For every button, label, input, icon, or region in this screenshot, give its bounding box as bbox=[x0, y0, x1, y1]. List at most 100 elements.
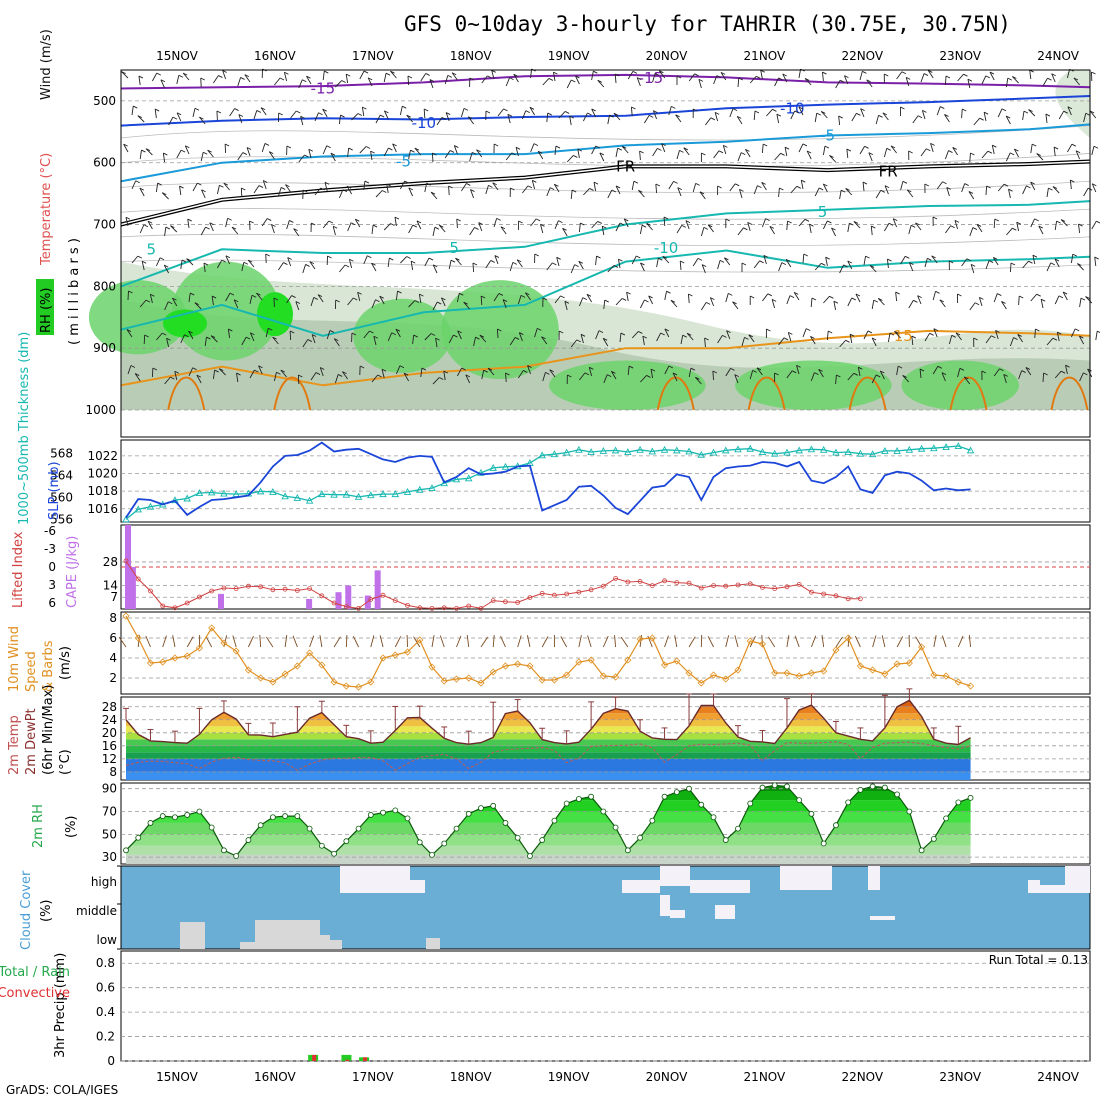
wind-barb bbox=[835, 80, 841, 89]
wind-barb bbox=[664, 328, 670, 338]
wind-barb bbox=[322, 220, 330, 229]
wind-barb bbox=[1060, 219, 1068, 227]
wind-barb bbox=[630, 106, 633, 117]
wind-barb bbox=[317, 294, 324, 303]
wind-barb bbox=[216, 185, 220, 195]
wind-barb bbox=[680, 335, 684, 345]
wind-barb-flag bbox=[190, 292, 195, 296]
wind-barb bbox=[314, 187, 322, 196]
rh-point bbox=[539, 837, 546, 843]
thickness-point bbox=[770, 449, 779, 457]
wind-barb bbox=[479, 334, 487, 343]
wind-barb-flag bbox=[734, 374, 739, 378]
wind-barb-flag bbox=[279, 77, 285, 81]
wind-barb bbox=[785, 259, 792, 268]
wind-barb-flag bbox=[761, 181, 766, 185]
wind-barb bbox=[126, 329, 133, 338]
wind-speed-point bbox=[440, 677, 448, 685]
rh-point bbox=[355, 825, 362, 832]
wind-barb bbox=[961, 108, 963, 119]
wind-barb bbox=[741, 337, 745, 347]
wind-barb-flag bbox=[369, 330, 374, 334]
rh-point bbox=[429, 851, 435, 858]
wind-barb bbox=[164, 376, 171, 385]
wind-barb-flag bbox=[806, 150, 812, 154]
wind-barb bbox=[896, 71, 903, 80]
lifted-index-point bbox=[429, 606, 435, 611]
wind-barb bbox=[839, 340, 846, 348]
rh-point bbox=[943, 815, 949, 822]
wind-barb bbox=[410, 261, 414, 271]
lifted-index-point bbox=[209, 588, 215, 594]
wind-barb-flag bbox=[547, 112, 552, 116]
wind-barb bbox=[860, 108, 865, 118]
thickness-point bbox=[330, 490, 338, 498]
wind-barb bbox=[814, 263, 822, 271]
wind-barb bbox=[247, 635, 254, 648]
wind-barb bbox=[154, 109, 157, 119]
wind-barb bbox=[1001, 301, 1007, 310]
wind-barb-flag bbox=[1093, 145, 1099, 149]
wind-barb bbox=[588, 367, 593, 377]
wind-barb-flag bbox=[320, 187, 325, 191]
date-label-top: 17NOV bbox=[352, 49, 394, 63]
wind-barb bbox=[507, 114, 511, 124]
wind-barb bbox=[137, 115, 145, 123]
contour-label: -15 bbox=[639, 69, 664, 87]
wind-barb-flag bbox=[320, 367, 325, 370]
wind-barb-flag bbox=[509, 77, 514, 81]
wind-barb-flag bbox=[825, 256, 830, 260]
wind-barb bbox=[500, 635, 506, 648]
wind-barb-flag bbox=[668, 365, 674, 369]
wind-barb bbox=[333, 338, 340, 347]
wind-barb-flag bbox=[803, 253, 808, 257]
thickness-point bbox=[293, 494, 302, 501]
wind-barb bbox=[769, 226, 775, 235]
wind-speed-point bbox=[159, 658, 167, 666]
middle-cloud bbox=[715, 905, 735, 919]
wind-barb bbox=[469, 152, 473, 162]
wind-barb-flag bbox=[280, 187, 286, 190]
wind-speed-point bbox=[293, 662, 301, 670]
wind-barb bbox=[387, 258, 390, 268]
upper-ylabel: Wind (m/s)Temperature (°C) bbox=[39, 29, 54, 266]
wind-barb bbox=[1029, 70, 1032, 80]
temp-line bbox=[125, 699, 971, 746]
wind-barb-flag bbox=[313, 297, 318, 300]
wind-barb-flag bbox=[549, 187, 555, 191]
wind-barb bbox=[676, 225, 683, 234]
wind-barb-flag bbox=[973, 337, 978, 341]
wind-barb bbox=[753, 110, 756, 121]
wind-barb-flag bbox=[853, 372, 859, 376]
wind-barb-flag bbox=[613, 112, 619, 116]
wind-barb-flag bbox=[419, 293, 424, 297]
contour-label: 15 bbox=[894, 327, 913, 345]
wind-barb-flag bbox=[567, 374, 572, 378]
wind-barb bbox=[502, 299, 507, 309]
wind-barb bbox=[1006, 227, 1013, 236]
wind-barb-flag bbox=[525, 110, 530, 114]
lifted-index-point bbox=[833, 593, 839, 599]
wind-barb bbox=[342, 371, 348, 380]
wind-barb-flag bbox=[324, 70, 329, 74]
wind-barb-flag bbox=[636, 255, 641, 259]
wind-barb bbox=[961, 258, 968, 267]
wind-barb-flag bbox=[1060, 370, 1066, 374]
wind-barb-flag bbox=[741, 262, 747, 266]
wind-barb-flag bbox=[1091, 71, 1096, 75]
wind-barb bbox=[131, 106, 134, 116]
contour-label: -5 bbox=[396, 152, 411, 170]
wind-barb bbox=[890, 145, 897, 154]
wind-barb-flag bbox=[492, 182, 497, 186]
wind-barb bbox=[370, 635, 375, 648]
wind-barb bbox=[749, 76, 757, 84]
wind-axis-label: (m/s) bbox=[58, 646, 73, 680]
rh-point bbox=[869, 783, 876, 790]
wind-barb bbox=[957, 368, 961, 378]
wind-barb-flag bbox=[955, 332, 961, 336]
warm-contour-loop bbox=[949, 376, 988, 411]
wind-barb-flag bbox=[1038, 225, 1043, 229]
wind-barb bbox=[859, 146, 866, 155]
date-label-bottom: 19NOV bbox=[548, 1070, 590, 1084]
pressure-axis-label: ( m i l l i b a r s ) bbox=[67, 238, 82, 345]
